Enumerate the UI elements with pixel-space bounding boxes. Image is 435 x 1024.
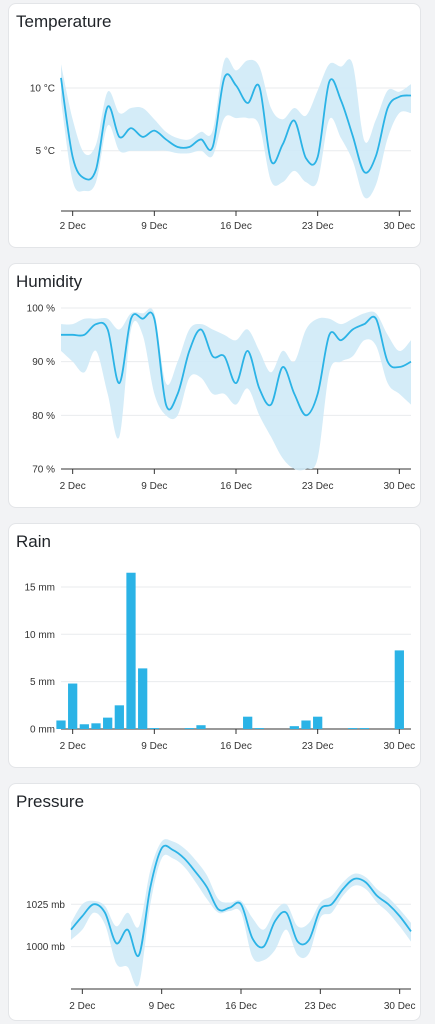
x-tick-label: 9 Dec [141, 481, 167, 492]
rain-bar [196, 725, 206, 729]
y-tick-label: 10 °C [30, 83, 55, 94]
x-tick-label: 2 Dec [60, 221, 86, 232]
y-tick-label: 90 % [32, 357, 55, 368]
rain-bar [56, 720, 66, 729]
series-line [70, 844, 412, 958]
rain-bar [243, 716, 253, 729]
rain-bar [313, 716, 323, 729]
x-tick-label: 2 Dec [60, 481, 86, 492]
temperature-chart: 10 °C 5 °C 2 Dec 9 Dec 16 Dec 23 Dec 30 Dec [30, 57, 415, 232]
rain-chart: 15 mm 10 mm 5 mm 0 mm 2 Dec 9 Dec 16 Dec 23 Dec… [24, 572, 415, 752]
x-tick-label: 16 Dec [220, 481, 252, 492]
rain-bar [138, 668, 148, 729]
x-tick-label: 9 Dec [149, 1001, 175, 1012]
y-tick-label: 10 mm [24, 630, 55, 641]
x-tick-label: 2 Dec [69, 1001, 95, 1012]
card-title: Rain [16, 532, 51, 551]
y-tick-label: 80 % [32, 411, 55, 422]
card-title: Temperature [16, 12, 112, 31]
range-band [61, 57, 411, 199]
range-band [61, 308, 411, 471]
rain-bar [79, 724, 89, 729]
series-line [61, 311, 412, 417]
temperature-card: Temperature 10 °C 5 °C 2 Dec 9 Dec 16 Dec 23 … [8, 3, 421, 248]
x-tick-label: 30 Dec [383, 221, 415, 232]
y-tick-label: 100 % [27, 304, 55, 315]
rain-bar [184, 728, 194, 729]
rain-bar [91, 723, 101, 729]
x-tick-label: 9 Dec [141, 741, 167, 752]
x-tick-label: 16 Dec [220, 741, 252, 752]
rain-bar [254, 728, 264, 729]
x-tick-label: 23 Dec [302, 481, 334, 492]
x-tick-label: 23 Dec [304, 1001, 336, 1012]
range-band [71, 839, 411, 987]
rain-card: Rain 15 mm 10 mm 5 mm 0 mm 2 Dec 9 Dec 16 Dec 2… [8, 523, 421, 768]
y-tick-label: 5 °C [35, 146, 55, 157]
x-tick-label: 30 Dec [383, 741, 415, 752]
humidity-chart: 100 % 90 % 80 % 70 % 2 Dec 9 Dec 16 Dec 23 Dec 3… [27, 304, 416, 493]
rain-bar [68, 683, 78, 729]
y-tick-label: 1025 mb [26, 900, 65, 911]
y-tick-label: 0 mm [30, 725, 55, 736]
rain-bar [301, 720, 311, 729]
x-tick-label: 23 Dec [302, 741, 334, 752]
rain-bar [103, 717, 113, 729]
x-tick-label: 30 Dec [383, 481, 415, 492]
pressure-card: Pressure 1025 mb 1000 mb 2 Dec 9 Dec 16 Dec 2… [8, 783, 421, 1021]
x-tick-label: 2 Dec [60, 741, 86, 752]
rain-bar [289, 726, 299, 729]
x-tick-label: 9 Dec [141, 221, 167, 232]
y-tick-label: 70 % [32, 465, 55, 476]
x-tick-label: 16 Dec [225, 1001, 257, 1012]
rain-bar [114, 705, 124, 729]
rain-bar [348, 728, 358, 729]
y-tick-label: 5 mm [30, 677, 55, 688]
humidity-card: Humidity 100 % 90 % 80 % 70 % 2 Dec 9 Dec 16 D… [8, 263, 421, 508]
series-line [60, 73, 412, 181]
x-tick-label: 30 Dec [384, 1001, 416, 1012]
x-tick-label: 23 Dec [302, 221, 334, 232]
rain-bar [149, 728, 159, 729]
card-title: Pressure [16, 792, 85, 811]
x-tick-label: 16 Dec [220, 221, 252, 232]
y-tick-label: 15 mm [24, 582, 55, 593]
card-title: Humidity [16, 272, 83, 291]
rain-bar [359, 728, 369, 729]
y-tick-label: 1000 mb [26, 942, 65, 953]
pressure-chart: 1025 mb 1000 mb 2 Dec 9 Dec 16 Dec 23 Dec 30 D… [26, 839, 416, 1012]
rain-bar [394, 650, 404, 729]
rain-bar [126, 572, 136, 729]
